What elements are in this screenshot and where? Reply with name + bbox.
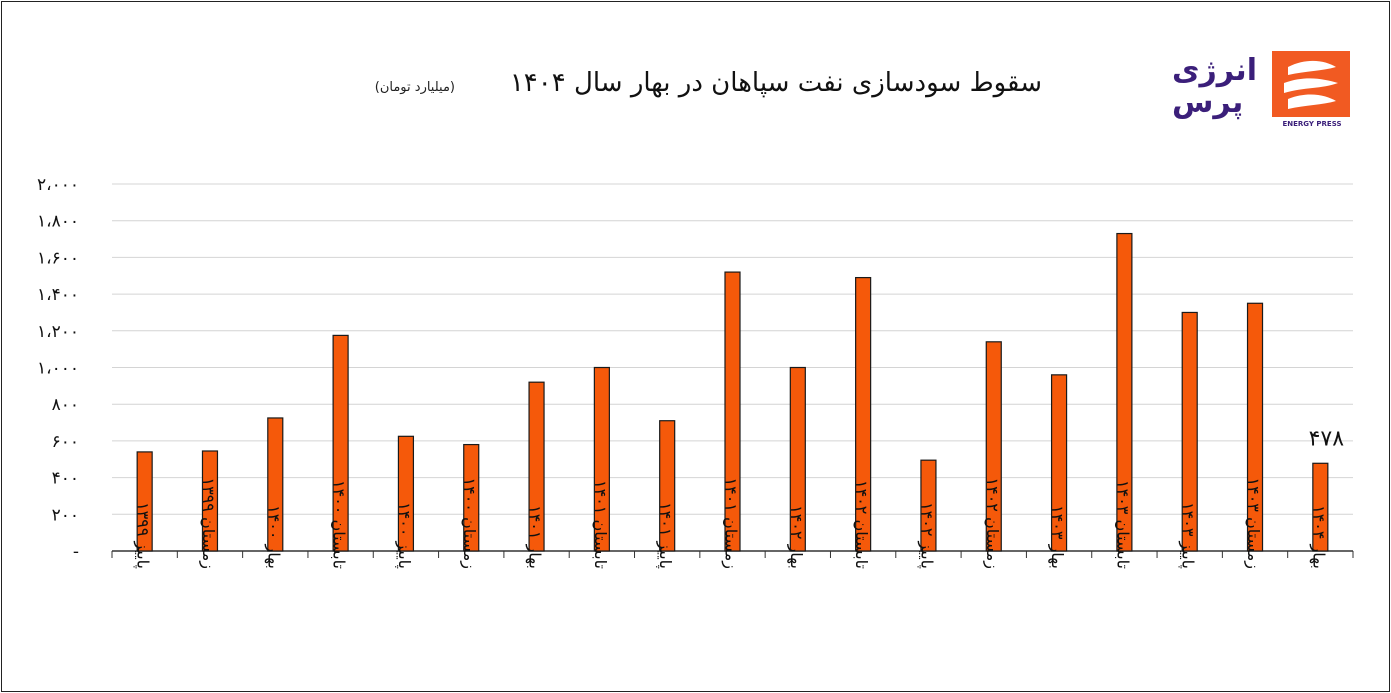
x-tick-label: بهار ۱۴۰۴: [1308, 505, 1328, 569]
y-tick-label: ۲۰۰: [52, 505, 79, 525]
x-tick-label: زمستان ۱۴۰۱: [721, 478, 741, 569]
y-tick-label: ۱،۴۰۰: [37, 285, 79, 305]
labels: پاییز ۱۳۹۹ زمستان ۱۳۹۹ بهار ۱۴۰۰ تابستان ۱۴…: [133, 426, 1345, 569]
x-tick-label: پاییز ۱۴۰۳: [1178, 502, 1198, 569]
bar: [528, 381, 545, 552]
energy-press-logo: انرژی پرس ENERGY PRESS: [1170, 50, 1352, 130]
bar: [463, 443, 480, 552]
bar: [397, 435, 415, 552]
bar: [332, 334, 349, 552]
y-tick-label: ۲،۰۰۰: [37, 175, 79, 195]
bar: [1050, 374, 1068, 552]
bar: [920, 459, 937, 552]
y-tick-label: ۴۰۰: [52, 469, 79, 489]
x-tick-label: زمستان ۱۴۰۲: [982, 478, 1002, 569]
chart-title: سقوط سودسازی نفت سپاهان در بهار سال ۱۴۰۴: [509, 68, 1042, 98]
bar: [1312, 462, 1329, 552]
bar: [593, 366, 610, 552]
bar: [267, 417, 284, 552]
y-tick-label: ۱،۸۰۰: [37, 212, 79, 232]
x-tick-label: پاییز ۱۴۰۰: [394, 502, 414, 569]
y-tick-label: ۸۰۰: [52, 395, 79, 415]
bar: [1246, 302, 1264, 552]
bar: [136, 451, 153, 552]
x-tick-label: پاییز ۱۴۰۲: [916, 502, 936, 569]
bar: [724, 271, 741, 552]
logo-mark-icon: [1272, 51, 1350, 117]
axes: - ۲۰۰ ۴۰۰ ۶۰۰ ۸۰۰ ۱،۰۰۰ ۱،۲۰۰ ۱،۴۰۰ ۱،۶۰۰ ۱،۸۰۰ ۲،…: [37, 175, 1354, 562]
x-tick-label: تابستان ۱۴۰۳: [1113, 480, 1132, 569]
bar: [855, 276, 872, 552]
y-tick-label: ۱،۲۰۰: [37, 322, 79, 342]
bar: [1116, 232, 1133, 552]
bar: [789, 366, 806, 552]
x-tick-label: بهار ۱۴۰۱: [525, 505, 545, 569]
bar: [201, 450, 219, 552]
x-tick-label: پاییز ۱۴۰۱: [655, 502, 675, 569]
bar: [1181, 311, 1198, 552]
chart-subtitle: (میلیارد تومان): [374, 80, 455, 95]
data-label: ۴۷۸: [1309, 426, 1345, 451]
bar: [659, 420, 676, 552]
x-tick-label: بهار ۱۴۰۰: [263, 505, 283, 569]
x-tick-label: پاییز ۱۳۹۹: [133, 502, 153, 569]
x-tick-label: تابستان ۱۴۰۱: [591, 480, 610, 569]
logo-caption: ENERGY PRESS: [1282, 120, 1342, 128]
x-tick-label: بهار ۱۴۰۲: [786, 505, 806, 569]
y-tick-label: -: [73, 542, 79, 562]
logo-text-line-1: انرژی: [1172, 53, 1257, 88]
x-tick-label: تابستان ۱۴۰۰: [330, 480, 349, 569]
logo-text-line-2: پرس: [1172, 85, 1244, 120]
x-tick-label: زمستان ۱۴۰۰: [459, 478, 479, 569]
x-tick-label: تابستان ۱۴۰۲: [852, 480, 871, 569]
y-tick-label: ۶۰۰: [52, 432, 79, 452]
x-tick-label: زمستان ۱۳۹۹: [198, 478, 218, 569]
y-tick-label: ۱،۶۰۰: [37, 248, 79, 268]
x-tick-label: زمستان ۱۴۰۳: [1243, 478, 1263, 569]
bar: [985, 341, 1002, 552]
bars: [136, 232, 1329, 552]
x-tick-label: بهار ۱۴۰۳: [1047, 505, 1067, 569]
y-tick-label: ۱،۰۰۰: [37, 359, 79, 379]
